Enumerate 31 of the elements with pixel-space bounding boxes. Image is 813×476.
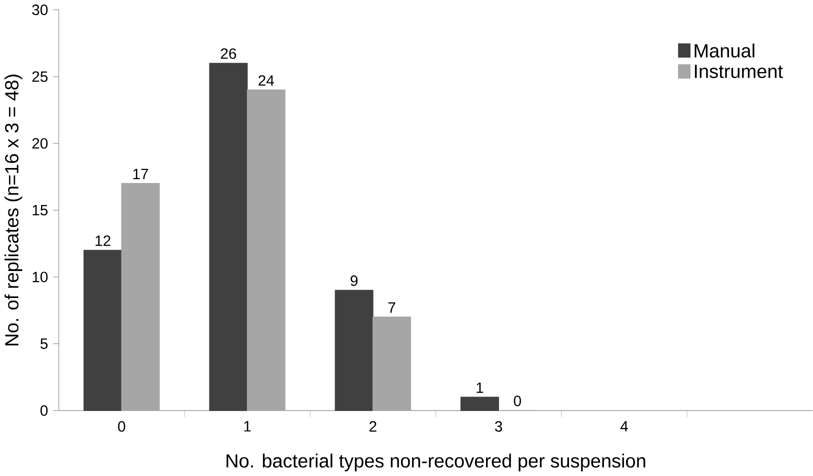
bar bbox=[84, 250, 122, 411]
data-label: 24 bbox=[258, 75, 274, 86]
bar bbox=[209, 62, 248, 411]
x-tick-label: 0 bbox=[118, 421, 126, 432]
y-tick-label: 20 bbox=[32, 138, 48, 149]
x-tick-label: 2 bbox=[370, 421, 376, 432]
data-label: 9 bbox=[350, 275, 358, 286]
y-tick-label: 0 bbox=[40, 405, 48, 416]
bar bbox=[372, 316, 412, 411]
x-tick-label: 4 bbox=[620, 421, 628, 432]
legend-label: Manual bbox=[694, 44, 754, 58]
x-axis-title: No. bacterial types non-recovered per suspension bbox=[226, 454, 646, 472]
x-tick-label: 1 bbox=[244, 421, 251, 432]
bar bbox=[460, 396, 500, 411]
data-label: 26 bbox=[220, 48, 236, 59]
bar bbox=[121, 183, 160, 411]
y-tick-label: 25 bbox=[32, 71, 48, 82]
y-tick-label: 30 bbox=[32, 4, 48, 16]
bar bbox=[334, 290, 374, 411]
y-tick-label: 10 bbox=[32, 272, 48, 282]
y-tick-label: 5 bbox=[40, 338, 48, 350]
data-label: 12 bbox=[96, 236, 110, 246]
data-label: 1 bbox=[476, 382, 484, 393]
y-tick-label: 15 bbox=[32, 205, 48, 216]
x-tick-label: 3 bbox=[495, 421, 502, 432]
data-label: 17 bbox=[133, 168, 148, 180]
bar bbox=[246, 90, 286, 411]
y-axis-title: No. of replicates (n=16 x 3 = 48) bbox=[4, 74, 22, 346]
data-label: 0 bbox=[514, 396, 521, 406]
data-label: 7 bbox=[388, 302, 396, 313]
legend-label: Instrument bbox=[694, 64, 783, 78]
